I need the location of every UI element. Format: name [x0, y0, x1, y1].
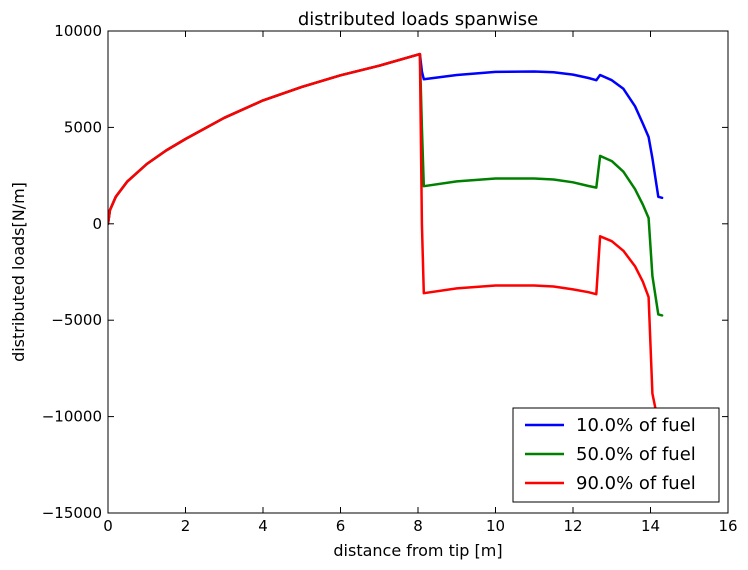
- series-line-3: [108, 52, 658, 414]
- y-tick-label: −15000: [42, 504, 102, 522]
- legend-label-series-2: 50.0% of fuel: [576, 444, 696, 465]
- legend-label-series-3: 90.0% of fuel: [576, 473, 696, 494]
- x-tick-label: 8: [413, 517, 423, 535]
- chart-title: distributed loads spanwise: [298, 9, 538, 30]
- y-tick-label: −10000: [42, 408, 102, 426]
- x-tick-label: 2: [181, 517, 191, 535]
- legend: 10.0% of fuel 50.0% of fuel 90.0% of fue…: [512, 407, 720, 503]
- x-tick-label: 0: [103, 517, 113, 535]
- tick-layer: 0 2 4 6 8 10 12 14 16 −15000 −10000 −5000 0 5000 10000: [42, 22, 738, 535]
- plot-area: 0 2 4 6 8 10 12 14 16 −15000 −10000 −5000 0 5000 10000: [42, 22, 738, 535]
- y-tick-label: −5000: [51, 311, 102, 329]
- x-tick-label: 10: [486, 517, 505, 535]
- legend-label-series-1: 10.0% of fuel: [576, 415, 696, 436]
- y-tick-label: 10000: [54, 22, 102, 40]
- x-tick-label: 6: [336, 517, 346, 535]
- y-axis-label: distributed loads[N/m]: [9, 182, 28, 362]
- y-tick-label: 5000: [64, 118, 102, 136]
- x-axis-label: distance from tip [m]: [333, 541, 502, 560]
- x-tick-label: 16: [718, 517, 737, 535]
- x-tick-label: 14: [641, 517, 660, 535]
- x-tick-label: 12: [563, 517, 582, 535]
- series-layer: [108, 52, 664, 414]
- x-tick-label: 4: [258, 517, 268, 535]
- y-tick-label: 0: [92, 215, 102, 233]
